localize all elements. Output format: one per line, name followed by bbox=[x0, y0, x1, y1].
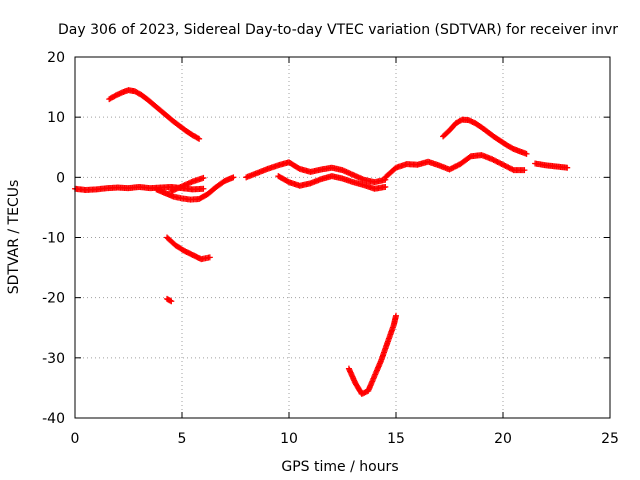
data-point bbox=[509, 166, 516, 173]
x-axis-title: GPS time / hours bbox=[281, 459, 398, 475]
grid bbox=[75, 57, 610, 418]
series-lower-mid bbox=[275, 173, 389, 192]
series-arc-upper-1 bbox=[106, 87, 203, 142]
y-tick-label: -40 bbox=[42, 411, 65, 427]
y-tick-label: -10 bbox=[42, 231, 65, 247]
data-point bbox=[521, 167, 528, 174]
y-tick-label: -30 bbox=[42, 351, 65, 367]
series-baseline-right bbox=[382, 152, 528, 181]
x-tick-label: 25 bbox=[601, 431, 619, 447]
data-point bbox=[206, 254, 213, 261]
series-drop-left bbox=[164, 234, 213, 263]
x-tick-label: 15 bbox=[387, 431, 405, 447]
data-point bbox=[564, 164, 571, 171]
data-point bbox=[523, 150, 530, 157]
ticks: 0 5 10 15 20 25 -40 -30 -20 -10 0 10 20 bbox=[42, 50, 619, 447]
data-point bbox=[168, 298, 175, 305]
y-tick-label: 0 bbox=[56, 170, 65, 186]
x-tick-label: 5 bbox=[178, 431, 187, 447]
series-tail-right bbox=[532, 160, 571, 171]
x-tick-label: 0 bbox=[71, 431, 80, 447]
series-dip-left bbox=[153, 174, 237, 203]
data-point bbox=[230, 174, 237, 181]
data-layer bbox=[72, 87, 571, 397]
y-tick-label: 20 bbox=[47, 50, 65, 66]
data-point bbox=[200, 185, 207, 192]
series-deep-dip bbox=[345, 312, 399, 397]
y-axis-title: SDTVAR / TECUs bbox=[6, 180, 22, 295]
series-isolated bbox=[164, 295, 175, 305]
data-point bbox=[393, 312, 399, 319]
data-point bbox=[200, 174, 207, 181]
series-arc-upper-2 bbox=[440, 116, 530, 157]
series-baseline-mid bbox=[243, 159, 389, 186]
data-point bbox=[194, 135, 201, 142]
y-tick-label: -20 bbox=[42, 291, 65, 307]
data-point bbox=[382, 183, 389, 190]
data-point bbox=[196, 135, 203, 142]
y-tick-label: 10 bbox=[47, 110, 65, 126]
series-rise-left bbox=[168, 174, 207, 195]
x-tick-label: 10 bbox=[280, 431, 298, 447]
x-tick-label: 20 bbox=[494, 431, 512, 447]
chart-title: Day 306 of 2023, Sidereal Day-to-day VTE… bbox=[58, 22, 618, 38]
